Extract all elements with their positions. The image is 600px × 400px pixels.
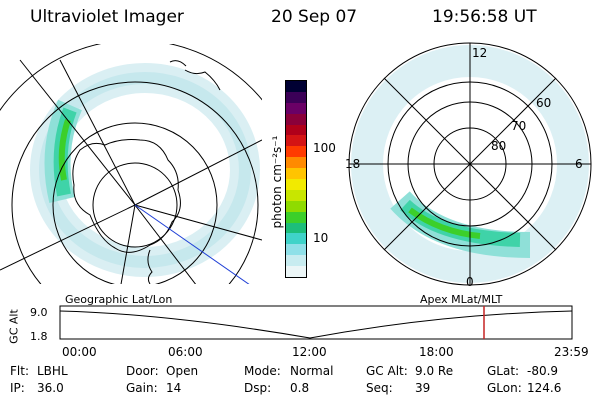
status-value-ip: 36.0 bbox=[37, 381, 64, 395]
status-value-glat: -80.9 bbox=[527, 364, 559, 378]
status-key-glat: GLat: bbox=[487, 364, 520, 378]
timeline-xtick-0000: 00:00 bbox=[62, 345, 97, 359]
instrument-title: Ultraviolet Imager bbox=[30, 7, 184, 27]
date-label: 20 Sep 07 bbox=[271, 7, 358, 27]
status-value-seq: 39 bbox=[415, 381, 431, 395]
status-key-flt: Flt: bbox=[10, 364, 29, 378]
mlt-label-0: 0 bbox=[466, 275, 474, 289]
mag-panel-label: Apex MLat/MLT bbox=[420, 293, 503, 306]
geo-meridians bbox=[0, 59, 262, 284]
status-key-seq: Seq: bbox=[366, 381, 393, 395]
colorbar-swatch bbox=[286, 222, 306, 234]
colorbar-swatch bbox=[286, 200, 306, 212]
colorbar-swatch bbox=[286, 168, 306, 180]
time-label: 19:56:58 UT bbox=[432, 7, 537, 27]
colorbar-tick-100: 100 bbox=[313, 141, 336, 155]
colorbar-swatch bbox=[286, 266, 306, 278]
colorbar-swatch bbox=[286, 189, 306, 201]
timeline-ytick-1-8: 1.8 bbox=[30, 330, 48, 343]
status-key-door: Door: bbox=[126, 364, 159, 378]
colorbar-swatch bbox=[286, 244, 306, 256]
mlat-label-60: 60 bbox=[536, 96, 552, 110]
geo-lat-circles bbox=[0, 44, 262, 284]
status-value-flt: LBHL bbox=[37, 364, 68, 378]
altitude-curve bbox=[59, 310, 573, 339]
status-value-glon: 124.6 bbox=[527, 381, 562, 395]
status-key-dsp: Dsp: bbox=[244, 381, 272, 395]
colorbar-swatch bbox=[286, 255, 306, 267]
colorbar-swatch bbox=[286, 81, 306, 92]
colorbar-swatch bbox=[286, 102, 306, 114]
colorbar bbox=[285, 80, 307, 278]
status-value-gain: 14 bbox=[166, 381, 182, 395]
colorbar-swatch bbox=[286, 113, 306, 125]
timeline-xtick-1200: 12:00 bbox=[292, 345, 327, 359]
mlt-label-12: 12 bbox=[472, 46, 488, 60]
status-value-dsp: 0.8 bbox=[290, 381, 310, 395]
geo-map-content bbox=[0, 44, 262, 284]
timeline-ytick-9: 9.0 bbox=[30, 306, 48, 319]
timeline-xtick-2359: 23:59 bbox=[554, 345, 589, 359]
colorbar-swatch bbox=[286, 157, 306, 169]
status-value-gcalt: 9.0 Re bbox=[415, 364, 454, 378]
status-key-mode: Mode: bbox=[244, 364, 281, 378]
colorbar-swatch bbox=[286, 146, 306, 158]
mag-mlt-lines bbox=[349, 43, 591, 285]
geo-aurora-bright bbox=[44, 99, 83, 204]
status-key-gain: Gain: bbox=[126, 381, 158, 395]
status-value-mode: Normal bbox=[290, 364, 334, 378]
mlt-label-6: 6 bbox=[575, 157, 583, 171]
timeline-xtick-1800: 18:00 bbox=[419, 345, 454, 359]
geo-coastline bbox=[72, 139, 181, 253]
geo-terminator bbox=[134, 204, 250, 284]
status-key-ip: IP: bbox=[10, 381, 25, 395]
mlat-label-70: 70 bbox=[511, 119, 527, 133]
geo-panel-label: Geographic Lat/Lon bbox=[65, 293, 173, 306]
status-value-door: Open bbox=[166, 364, 199, 378]
colorbar-swatch bbox=[286, 91, 306, 103]
colorbar-swatch bbox=[286, 135, 306, 147]
colorbar-tick-10: 10 bbox=[313, 231, 329, 245]
colorbar-swatch bbox=[286, 233, 306, 245]
mlt-label-18: 18 bbox=[345, 157, 361, 171]
status-key-gcalt: GC Alt: bbox=[366, 364, 408, 378]
colorbar-swatch bbox=[286, 211, 306, 223]
mlat-label-80: 80 bbox=[491, 139, 507, 153]
colorbar-swatch bbox=[286, 124, 306, 136]
status-key-glon: GLon: bbox=[487, 381, 522, 395]
colorbar-swatch bbox=[286, 179, 306, 190]
timeline-xtick-0600: 06:00 bbox=[168, 345, 203, 359]
